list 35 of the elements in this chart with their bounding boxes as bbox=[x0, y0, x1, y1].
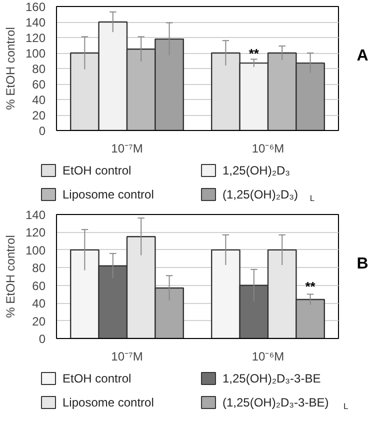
y-tick-label: 40 bbox=[32, 93, 46, 107]
y-tick-label: 60 bbox=[32, 278, 46, 293]
x-tick-label: 10⁻⁷M bbox=[111, 142, 143, 156]
y-tick-label: 40 bbox=[32, 296, 46, 311]
y-tick-label: 140 bbox=[25, 16, 46, 30]
y-tick-label: 0 bbox=[38, 124, 46, 138]
y-tick-label: 120 bbox=[25, 226, 46, 240]
y-tick-label: 20 bbox=[32, 108, 46, 122]
x-tick-label: 10⁻⁶M bbox=[252, 142, 284, 156]
x-tick-label: 10⁻⁷M bbox=[111, 350, 143, 364]
annotation: ** bbox=[248, 46, 260, 61]
legend-label: Liposome control bbox=[62, 188, 154, 202]
y-tick-label: 140 bbox=[25, 208, 46, 222]
annotation: ** bbox=[305, 279, 316, 294]
legend-label: 1,25(OH)₂D₃ bbox=[222, 164, 290, 178]
y-tick-label: 60 bbox=[32, 78, 46, 92]
legend-label: (1,25(OH)₂D₃)L bbox=[222, 188, 315, 204]
y-tick-label: 20 bbox=[32, 314, 46, 328]
y-tick-label: 160 bbox=[25, 0, 46, 14]
text: (1,25(OH)₂D₃-3-BE)L bbox=[222, 396, 348, 412]
text: B bbox=[356, 256, 368, 273]
x-tick-label: 10⁻⁶M bbox=[252, 350, 284, 364]
y-axis-title: % EtOH control bbox=[3, 235, 18, 318]
y-tick-label: 80 bbox=[32, 261, 46, 276]
text: A bbox=[356, 48, 369, 65]
legend-label: 1,25(OH)₂D₃-3-BE bbox=[222, 372, 321, 386]
y-tick-label: 0 bbox=[38, 332, 46, 346]
legend-label: EtOH control bbox=[62, 164, 132, 178]
y-axis-title: % EtOH control bbox=[3, 27, 18, 110]
legend-label: EtOH control bbox=[62, 372, 132, 386]
legend-label: Liposome control bbox=[62, 396, 154, 410]
y-tick-label: 120 bbox=[25, 31, 46, 45]
y-tick-label: 80 bbox=[32, 62, 46, 76]
y-tick-label: 100 bbox=[25, 243, 46, 258]
y-tick-label: 100 bbox=[25, 46, 46, 60]
